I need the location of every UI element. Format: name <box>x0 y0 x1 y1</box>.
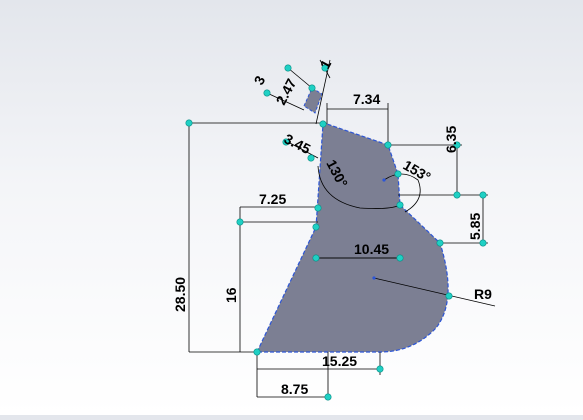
dim-6-35: 6.35 <box>443 126 459 153</box>
dim-15-25: 15.25 <box>322 353 357 369</box>
sketch-tab[interactable] <box>303 87 323 114</box>
dim-10-45: 10.45 <box>354 241 389 257</box>
construction-line <box>373 277 496 307</box>
sketch-points[interactable] <box>185 64 487 401</box>
dim-8-75: 8.75 <box>281 381 308 397</box>
dim-1: 1 <box>317 57 335 72</box>
angle-vertex-point[interactable] <box>382 178 386 182</box>
dim-7-34: 7.34 <box>353 91 380 107</box>
dim-r9: R9 <box>474 286 492 302</box>
sketch-profile[interactable] <box>256 123 449 353</box>
dim-7-25: 7.25 <box>259 191 286 207</box>
dim-153: 153° <box>401 157 434 185</box>
arc-center-point[interactable] <box>372 276 376 280</box>
dim-5-85: 5.85 <box>467 213 483 240</box>
dim-3: 3 <box>251 73 269 88</box>
dim-16: 16 <box>223 287 239 303</box>
dim-28-50: 28.50 <box>172 277 188 312</box>
dim-2-47: 2.47 <box>273 76 300 108</box>
